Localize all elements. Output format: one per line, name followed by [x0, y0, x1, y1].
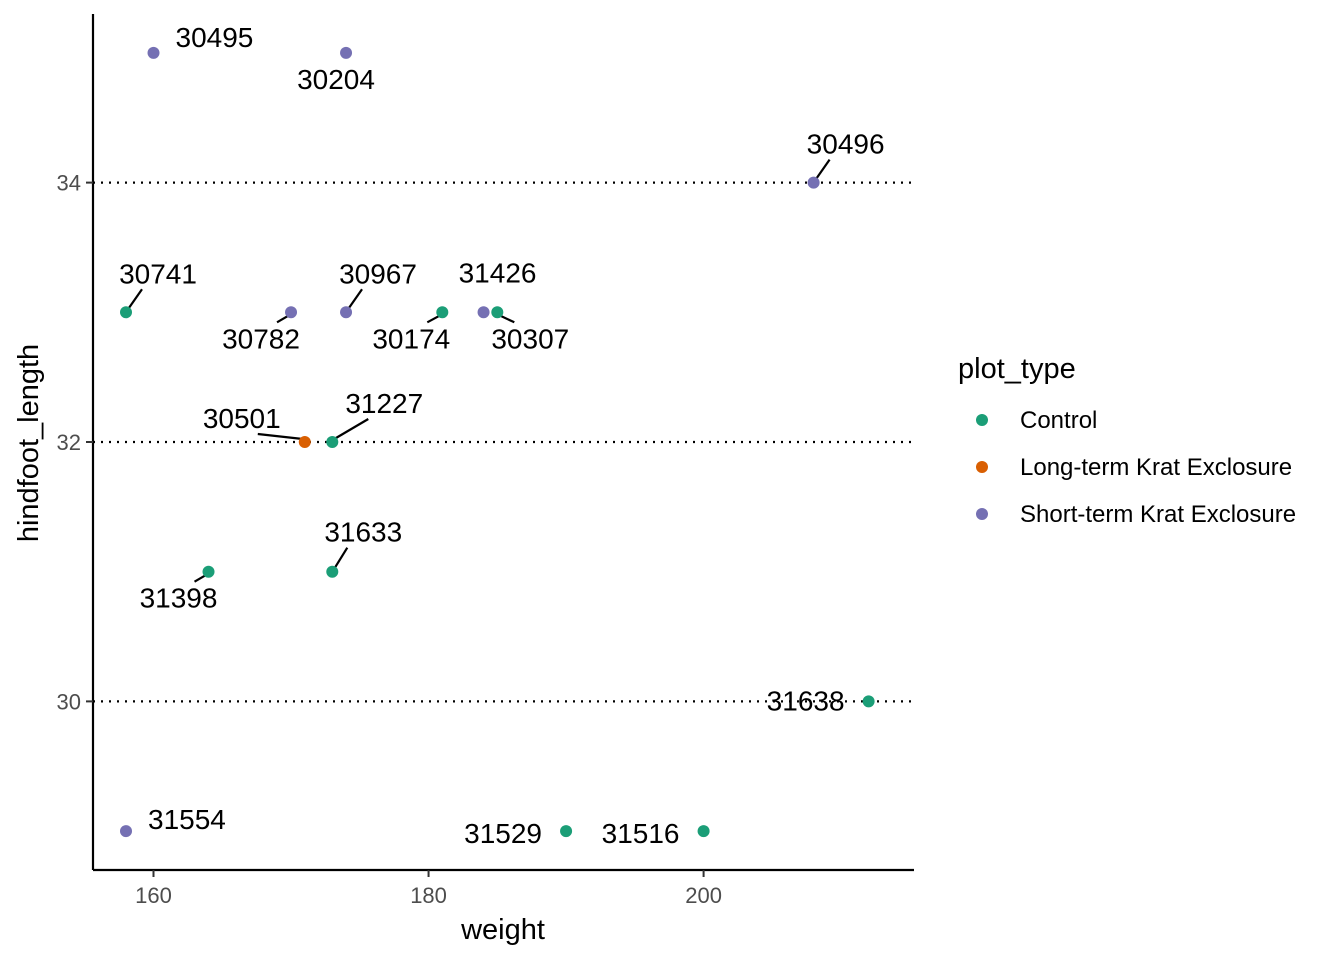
scatter-point-31554	[120, 825, 133, 838]
legend: plot_type Control Long-term Krat Exclosur…	[958, 353, 1296, 528]
scatter-point-30496	[807, 176, 820, 189]
point-label-30204: 30204	[297, 64, 375, 95]
label-leader-line	[127, 288, 143, 310]
point-label-31227: 31227	[345, 388, 423, 419]
x-ticks: 160 180 200	[135, 870, 722, 908]
label-leader-line	[333, 418, 369, 440]
legend-items: Control Long-term Krat Exclosure Short-ter…	[976, 407, 1296, 528]
y-tick-label: 30	[57, 689, 81, 714]
legend-title: plot_type	[958, 353, 1076, 385]
label-leader-lines	[127, 158, 831, 583]
legend-key-short-term-krat-exclosure	[976, 508, 988, 520]
scatter-point-31638	[862, 695, 875, 708]
x-axis-title: weight	[460, 914, 545, 946]
y-axis-title: hindfoot_length	[13, 344, 45, 542]
label-leader-line	[257, 432, 303, 441]
data-points	[120, 46, 875, 838]
scatter-point-30967	[340, 306, 353, 319]
scatter-point-30174	[436, 306, 449, 319]
point-labels: 30741 30174 30307 31227 31398 31633 31638 31529…	[119, 22, 884, 849]
point-label-31554: 31554	[148, 804, 226, 835]
point-label-31638: 31638	[767, 685, 845, 716]
point-label-30741: 30741	[119, 258, 197, 289]
y-tick-label: 32	[57, 430, 81, 455]
point-label-30967: 30967	[339, 258, 417, 289]
x-tick-label: 160	[135, 883, 172, 908]
point-label-30501: 30501	[203, 403, 281, 434]
legend-label: Short-term Krat Exclosure	[1020, 501, 1296, 528]
label-leader-line	[347, 288, 363, 310]
scatter-point-30495	[147, 46, 160, 59]
legend-key-control	[976, 414, 988, 426]
point-label-30496: 30496	[807, 129, 885, 160]
legend-key-long-term-krat-exclosure	[976, 461, 988, 473]
label-leader-line	[498, 314, 515, 324]
scatter-point-31529	[560, 825, 573, 838]
legend-label: Control	[1020, 407, 1097, 434]
point-label-30495: 30495	[176, 22, 254, 53]
x-tick-label: 180	[410, 883, 447, 908]
point-label-31516: 31516	[602, 818, 680, 849]
label-leader-line	[333, 547, 349, 570]
point-label-31529: 31529	[464, 818, 542, 849]
scatter-point-31516	[697, 825, 710, 838]
scatter-point-31426	[477, 306, 490, 319]
legend-label: Long-term Krat Exclosure	[1020, 454, 1292, 481]
point-label-31398: 31398	[140, 583, 218, 614]
point-label-30782: 30782	[222, 323, 300, 354]
scatter-point-30741	[120, 306, 133, 319]
y-ticks: 30 32 34	[57, 171, 93, 714]
scatter-point-31633	[326, 565, 339, 578]
point-label-30307: 30307	[491, 323, 569, 354]
scatter-point-30782	[285, 306, 298, 319]
y-tick-label: 34	[57, 171, 81, 196]
scatter-point-31398	[202, 565, 215, 578]
x-tick-label: 200	[685, 883, 722, 908]
label-leader-line	[814, 158, 831, 181]
scatter-point-30501	[298, 436, 311, 448]
point-label-30174: 30174	[372, 323, 450, 354]
point-label-31426: 31426	[459, 257, 537, 288]
scatter-point-30307	[491, 306, 504, 319]
point-label-31633: 31633	[324, 517, 402, 548]
scatter-point-30204	[340, 46, 353, 59]
gridlines	[93, 181, 914, 703]
scatter-point-31227	[326, 436, 339, 448]
